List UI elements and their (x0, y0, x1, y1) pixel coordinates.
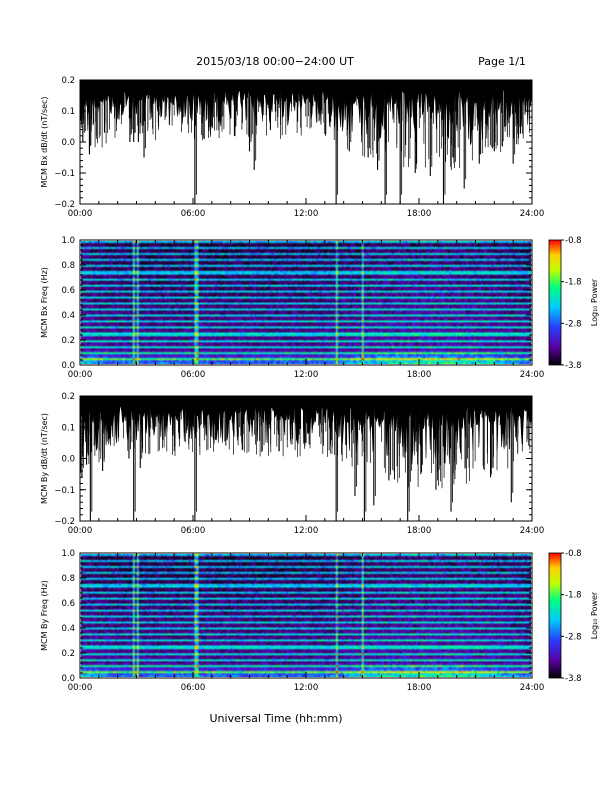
x-tick-label: 06:00 (181, 370, 206, 380)
x-axis-title: Universal Time (hh:mm) (210, 712, 343, 725)
x-tick-label: 00:00 (68, 526, 93, 536)
x-tick-label: 24:00 (520, 209, 545, 219)
x-tick-label: 12:00 (294, 526, 319, 536)
x-tick-label: 18:00 (407, 370, 432, 380)
colorbar-tick-label: -1.8 (565, 278, 582, 288)
x-tick-label: 00:00 (68, 683, 93, 693)
x-tick-label: 12:00 (294, 370, 319, 380)
y-tick-label: 0.6 (61, 286, 75, 296)
bx-spectrogram-panel: 1.0 0.8 0.6 0.4 0.2 0.000:00 06:00 12:00 18:00 24… (40, 236, 544, 380)
by-colorbar: -0.8 -1.8 -2.8 -3.8 Log₁₀ Power (548, 549, 599, 684)
colorbar-title: Log₁₀ Power (590, 278, 599, 326)
colorbar-gradient (548, 552, 562, 679)
y-tick-label: −0.2 (54, 517, 75, 527)
y-tick-label: 0.8 (61, 261, 75, 271)
y-tick-label: 0.1 (61, 423, 75, 433)
spectrogram-image (81, 241, 531, 364)
dbdt-series (80, 80, 532, 204)
bx-dbdt-panel: 0.2 0.1 0.0 −0.1 −0.200:00 06:00 12:00 18:00 24:… (40, 76, 544, 219)
y-tick-label: 0.4 (61, 311, 75, 321)
y-axis-title: MCM Bx Freq (Hz) (40, 267, 49, 338)
colorbar-tick-label: -3.8 (565, 674, 582, 684)
by-spectrogram-panel: 1.0 0.8 0.6 0.4 0.2 0.000:00 06:00 12:00 18:00 24… (40, 549, 544, 693)
dbdt-series (80, 396, 532, 521)
page-title: 2015/03/18 00:00−24:00 UT (196, 55, 354, 68)
colorbar-title: Log₁₀ Power (590, 591, 599, 639)
x-tick-label: 12:00 (294, 683, 319, 693)
y-tick-label: 0.2 (61, 76, 75, 86)
spectrogram-image (81, 554, 531, 677)
y-tick-label: 0.0 (61, 674, 75, 684)
bx-colorbar: -0.8 -1.8 -2.8 -3.8 Log₁₀ Power (548, 236, 599, 371)
x-tick-label: 06:00 (181, 683, 206, 693)
x-tick-label: 24:00 (520, 370, 545, 380)
by-dbdt-panel: 0.2 0.1 0.0 −0.1 −0.200:00 06:00 12:00 18:00 24:… (40, 392, 544, 536)
x-tick-label: 00:00 (68, 209, 93, 219)
colorbar-tick-label: -0.8 (565, 549, 582, 559)
colorbar-tick-label: -3.8 (565, 361, 582, 371)
y-axis-title: MCM By Freq (Hz) (40, 580, 49, 651)
colorbar-tick-label: -0.8 (565, 236, 582, 246)
x-tick-label: 00:00 (68, 370, 93, 380)
y-tick-label: −0.1 (54, 486, 75, 496)
y-tick-label: 1.0 (61, 236, 75, 246)
y-tick-label: 0.0 (61, 138, 75, 148)
x-tick-label: 06:00 (181, 526, 206, 536)
x-tick-label: 24:00 (520, 683, 545, 693)
y-tick-label: 0.2 (61, 392, 75, 402)
x-tick-label: 12:00 (294, 209, 319, 219)
y-tick-label: −0.1 (54, 169, 75, 179)
x-tick-label: 24:00 (520, 526, 545, 536)
y-tick-label: −0.2 (54, 200, 75, 210)
y-tick-label: 0.0 (61, 361, 75, 371)
colorbar-gradient (548, 239, 562, 366)
y-axis-title: MCM By dB/dt (nT/sec) (40, 413, 49, 504)
x-tick-label: 18:00 (407, 526, 432, 536)
y-tick-label: 0.0 (61, 455, 75, 465)
y-tick-label: 0.2 (61, 649, 75, 659)
y-tick-label: 1.0 (61, 549, 75, 559)
colorbar-tick-label: -2.8 (565, 319, 582, 329)
x-tick-label: 06:00 (181, 209, 206, 219)
y-tick-label: 0.6 (61, 599, 75, 609)
y-axis-title: MCM Bx dB/dt (nT/sec) (40, 96, 49, 187)
y-tick-label: 0.1 (61, 107, 75, 117)
colorbar-tick-label: -2.8 (565, 632, 582, 642)
colorbar-tick-label: -1.8 (565, 591, 582, 601)
y-tick-label: 0.4 (61, 624, 75, 634)
y-tick-label: 0.8 (61, 574, 75, 584)
page-number: Page 1/1 (478, 55, 526, 68)
x-tick-label: 18:00 (407, 683, 432, 693)
y-tick-label: 0.2 (61, 336, 75, 346)
x-tick-label: 18:00 (407, 209, 432, 219)
